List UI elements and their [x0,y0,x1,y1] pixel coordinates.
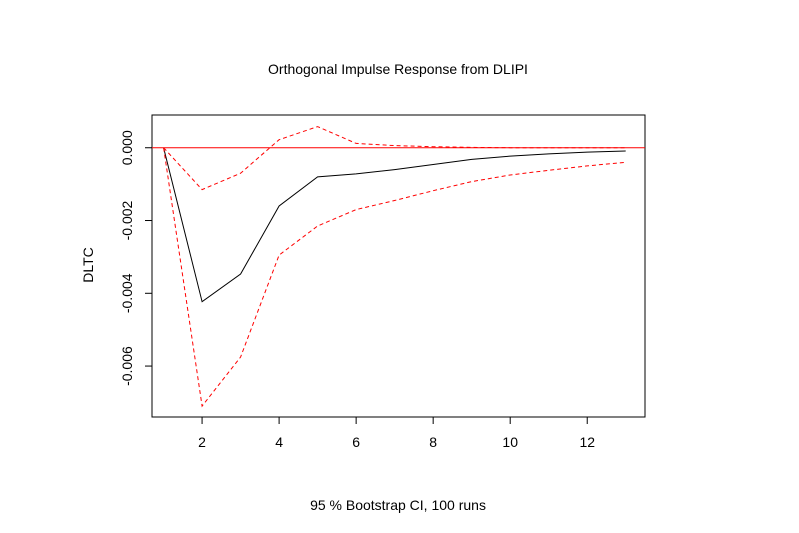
x-tick-label: 10 [502,434,518,450]
chart-title: Orthogonal Impulse Response from DLIPI [268,61,528,77]
x-axis-label: 95 % Bootstrap CI, 100 runs [310,497,486,513]
x-axis: 2 4 6 8 10 12 [198,416,595,450]
x-tick-label: 4 [275,434,283,450]
response-series-line [163,147,626,303]
y-tick-label: -0.004 [119,273,135,313]
x-tick-label: 8 [429,434,437,450]
y-axis-label: DLTC [80,247,96,283]
y-tick-label: 0.000 [119,130,135,165]
y-axis: 0.000 -0.002 -0.004 -0.006 [119,130,153,386]
upper-series-line [163,126,626,191]
series-layer [152,126,645,408]
plot-frame [151,114,646,418]
x-tick-label: 6 [352,434,360,450]
x-tick-label: 2 [198,434,206,450]
y-tick-label: -0.002 [119,200,135,240]
x-tick-label: 12 [579,434,595,450]
lower-series-line [163,147,626,408]
y-tick-label: -0.006 [119,346,135,386]
